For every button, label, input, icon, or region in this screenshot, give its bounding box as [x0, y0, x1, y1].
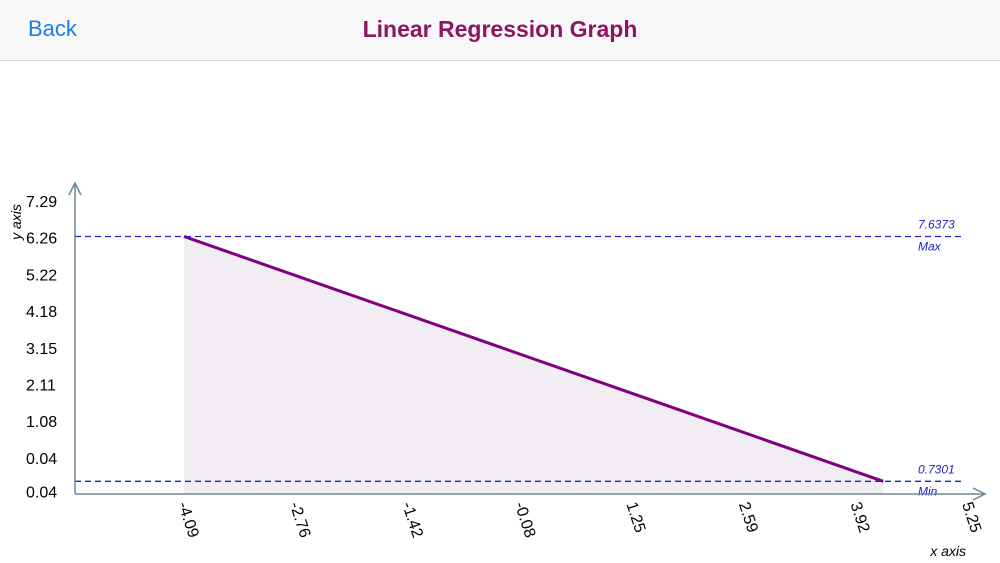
reference-value-min: 0.7301 [918, 462, 955, 476]
x-tick-label: -2.76 [286, 500, 313, 540]
y-axis-label: y axis [8, 204, 24, 241]
x-tick-label: -1.42 [398, 500, 425, 540]
y-tick-label: 0.04 [26, 484, 57, 501]
x-tick-label: 3.92 [847, 500, 873, 535]
y-tick-label: 3.15 [26, 341, 57, 358]
x-axis-arrow-icon [972, 487, 987, 501]
y-axis-arrow-icon [68, 181, 82, 196]
x-tick-label: 5.25 [958, 500, 984, 535]
y-tick-label: 2.11 [26, 378, 56, 395]
x-tick-label: 1.25 [622, 500, 648, 535]
reference-lines: 7.6373 Max 0.7301 Min [75, 217, 965, 498]
reference-tag-min: Min [918, 484, 938, 498]
x-tick-label: -0.08 [511, 500, 538, 540]
y-tick-label: 1.08 [26, 414, 57, 431]
y-tick-labels: 0.04 0.04 1.08 2.11 3.15 4.18 5.22 6.26 7.29 [26, 194, 57, 501]
area-fill [184, 236, 884, 494]
regression-line [183, 235, 884, 483]
y-tick-label: 5.22 [26, 267, 57, 284]
navigation-bar: Back Linear Regression Graph [0, 0, 1000, 61]
page-title: Linear Regression Graph [362, 16, 638, 42]
back-button[interactable]: Back [28, 16, 77, 41]
y-tick-label: 7.29 [26, 194, 57, 211]
x-tick-labels: -4.09 -2.76 -1.42 -0.08 1.25 2.59 3.92 5.25 [174, 500, 984, 540]
y-tick-label: 0.04 [26, 451, 57, 468]
x-axis-label: x axis [929, 543, 966, 559]
reference-tag-max: Max [918, 239, 942, 253]
x-tick-label: -4.09 [174, 500, 201, 540]
y-tick-label: 6.26 [26, 231, 57, 248]
x-tick-label: 2.59 [735, 500, 761, 535]
y-tick-label: 4.18 [26, 304, 57, 321]
reference-value-max: 7.6373 [918, 217, 955, 231]
